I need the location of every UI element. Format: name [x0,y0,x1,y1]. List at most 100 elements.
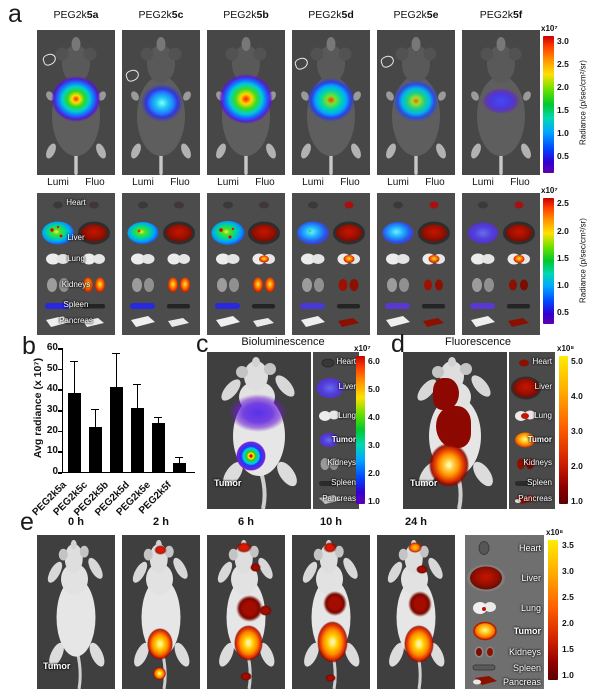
lumi-header: Lumi [302,177,324,188]
fluorescence-spleen-signal [259,605,272,616]
organ-label-lung: Lung [338,411,356,420]
colorbar-tick: 1.5 [557,253,569,263]
colorbar-tick: 2.5 [557,198,569,208]
panel-a-letter: a [8,0,22,28]
colorbar-tick: 1.0 [562,670,574,680]
colorbar-tick: 6.0 [368,356,380,366]
colorbar-tick: 2.0 [368,468,380,478]
fluo-header: Fluo [340,177,360,188]
organ-panel-peg2k5e [377,193,455,335]
organ-label-heart: Heart [336,357,356,366]
timepoint-label-10h: 10 h [319,516,342,528]
error-cap-PEG2k5d [133,384,141,386]
timepoint-label-24h: 24 h [404,516,427,528]
y-tick-mark-0 [58,472,62,474]
fluorescence-neck-signal [433,378,459,410]
organ-label-kidneys: Kidneys [61,280,91,289]
peg-code: 5c [171,9,184,21]
error-bar-PEG2k5d [136,385,138,408]
bar-PEG2k5c [88,426,102,472]
mouse-image-peg2k5e [377,30,455,175]
organ-label-heart: Heart [518,543,541,553]
organ-label-lung: Lung [534,411,552,420]
organ-panel-peg2k5c [122,193,200,335]
tumor-tag: Tumor [43,661,71,671]
colorbar-tick: 2.0 [562,618,574,628]
organ-label-spleen: Spleen [331,478,356,487]
peg-prefix: PEG2k [223,9,257,21]
colorbar-gradient [548,540,558,680]
bioluminescence-signal [219,74,273,124]
mouse-image-peg2k5c [122,30,200,175]
colorbar-tick: 3.0 [368,440,380,450]
organ-panel-peg2k5a: Heart Liver Lung Kidneys Spleen Pancreas [37,193,115,335]
bioluminescence-signal [482,88,520,114]
colorbar-tick: 4.0 [571,391,583,401]
y-tick-mark-60 [58,348,62,350]
timepoint-image-0h: Tumor [37,535,115,689]
fluorescence-tumor-signal [404,625,434,663]
panel-d-organ-strip: Heart Liver Lung Tumor Kidneys Spleen Pa… [509,352,555,509]
colorbar-tick: 0.5 [557,307,569,317]
y-tick-label-0: 0 [52,466,58,477]
panel-c-letter: c [196,330,209,358]
y-tick-label-20: 20 [46,424,58,436]
fluorescence-tumor-signal [147,628,173,660]
timepoint-image-2h [122,535,200,689]
timepoint-label-0h: 0 h [68,516,84,528]
bioluminescence-signal [393,80,439,122]
organ-photo [313,352,359,509]
mouse-image-peg2k5f [462,30,540,175]
peg-prefix: PEG2k [393,9,427,21]
organ-panel-peg2k5f [462,193,540,335]
fluo-header: Fluo [85,177,105,188]
fluorescence-liver-signal [236,595,263,622]
mouse-label-peg2k5d: PEG2k5d [292,9,370,21]
y-tick-label-10: 10 [46,445,58,457]
bar-PEG2k5f [172,462,186,472]
colorbar-panel-c: x10⁷ 6.0 5.0 4.0 3.0 2.0 1.0 [354,344,394,514]
lumi-header: Lumi [472,177,494,188]
timepoint-image-10h [292,535,370,689]
error-cap-PEG2k5b [112,353,120,355]
y-tick-label-40: 40 [46,383,58,395]
colorbar-tick: 1.0 [557,280,569,290]
lumi-header: Lumi [47,177,69,188]
lumi-header: Lumi [217,177,239,188]
tumor-tag: Tumor [410,478,438,488]
fluorescence-tumor-signal [428,442,470,488]
mouse-ventral-photo [122,535,200,689]
fluorescence-bladder-signal [153,667,166,680]
organ-label-pancreas: Pancreas [322,494,356,503]
peg-code: 5e [426,9,439,21]
bioluminescence-signal [141,84,183,122]
colorbar-tick: 5.0 [571,356,583,366]
peg-prefix: PEG2k [53,9,87,21]
bioluminescence-signal [51,76,101,122]
organ-label-lung: Lung [520,603,541,613]
organ-label-heart: Heart [66,198,86,207]
bioluminescence-signal [307,78,355,122]
fluorescence-neck-signal [250,563,261,572]
bar-PEG2k5a [67,393,81,472]
fluorescence-tumor-signal [317,621,348,663]
panel-e-letter: e [20,508,34,536]
panel-d-mouse-image: Tumor [403,352,507,509]
colorbar-tick: 1.0 [368,496,380,506]
fluorescence-nose-signal [408,542,422,553]
organ-label-liver: Liver [338,382,356,391]
organ-photo [292,193,370,335]
peg-prefix: PEG2k [308,9,342,21]
organ-photo [509,352,555,509]
organ-panel-peg2k5b [207,193,285,335]
y-tick-mark-50 [58,368,62,371]
colorbar-gradient [356,356,365,504]
organ-label-liver: Liver [534,382,552,391]
y-tick-mark-20 [58,430,62,433]
fluorescence-nose-signal [236,542,252,553]
colorbar-tick: 1.5 [557,105,569,115]
error-cap-PEG2k5c [91,409,99,410]
organ-label-heart: Heart [532,357,552,366]
organ-photo [377,193,455,335]
error-bar-PEG2k5b [115,354,117,388]
